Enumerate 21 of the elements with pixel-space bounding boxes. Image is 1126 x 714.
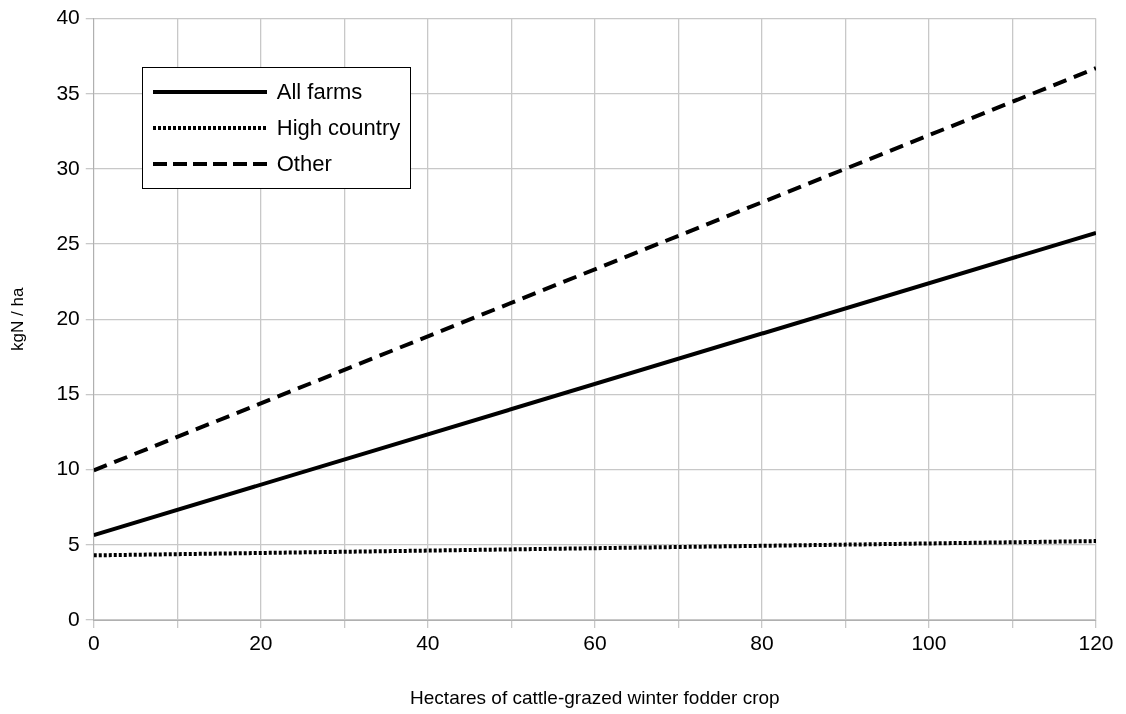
y-tick-label: 25 bbox=[56, 230, 80, 254]
y-tick-label: 35 bbox=[56, 80, 80, 104]
legend-label: High country bbox=[276, 113, 401, 142]
x-tick-label: 120 bbox=[1078, 631, 1114, 655]
y-tick-label: 5 bbox=[68, 531, 80, 555]
y-tick-label: 0 bbox=[68, 606, 80, 630]
y-tick-label: 30 bbox=[56, 155, 80, 179]
x-tick-label: 100 bbox=[911, 631, 947, 655]
x-tick-label: 80 bbox=[750, 631, 774, 655]
y-axis-title: kgN / ha bbox=[7, 287, 27, 351]
x-tick-label: 40 bbox=[416, 631, 440, 655]
x-tick-label: 20 bbox=[249, 631, 273, 655]
legend-label: Other bbox=[276, 149, 332, 178]
y-tick-label: 15 bbox=[56, 381, 80, 405]
x-axis-title: Hectares of cattle-grazed winter fodder crop bbox=[410, 686, 780, 708]
x-tick-label: 60 bbox=[583, 631, 607, 655]
x-tick-label: 0 bbox=[87, 631, 100, 655]
y-tick-label: 40 bbox=[56, 5, 80, 29]
y-tick-label: 20 bbox=[56, 306, 80, 330]
y-tick-label: 10 bbox=[56, 456, 80, 480]
legend-label: All farms bbox=[276, 77, 363, 106]
